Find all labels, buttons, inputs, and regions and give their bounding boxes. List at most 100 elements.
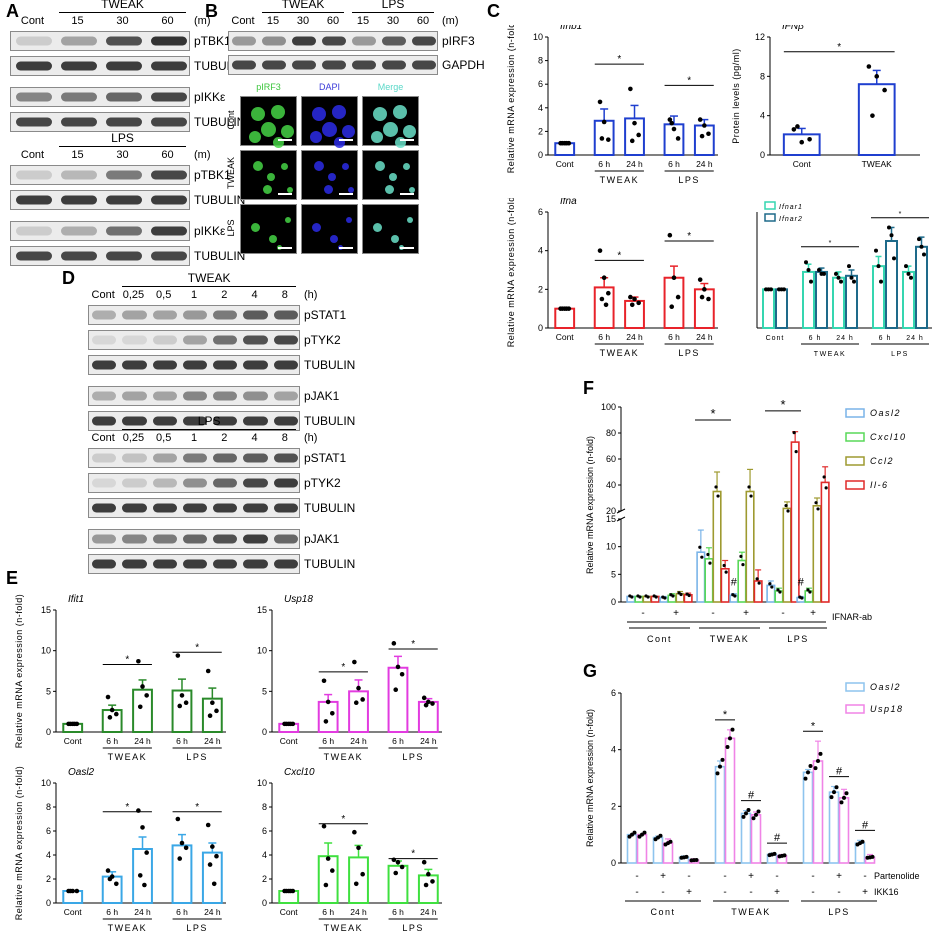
scale-bar: [400, 247, 414, 249]
micro-cell: [301, 96, 358, 148]
data-point: [844, 791, 849, 796]
data-point: [601, 275, 607, 281]
data-point: [675, 294, 681, 300]
lane-label: 1: [190, 289, 198, 301]
group-label: LPS: [111, 131, 134, 145]
x-tick-label: 24 h: [420, 907, 437, 917]
y-tick-label: 2: [538, 284, 543, 294]
y-tick-label: 8: [46, 802, 51, 812]
bar: [387, 864, 409, 905]
data-point: [72, 721, 77, 727]
band: [273, 478, 298, 488]
micro-col-label: DAPI: [318, 82, 340, 92]
data-point: [671, 126, 677, 132]
legend-label: Ifnar1: [779, 204, 803, 211]
legend-label: Ifnar2: [779, 216, 803, 223]
band: [262, 60, 286, 70]
lane-label: 4: [251, 289, 258, 301]
x-tick-label: Cont: [766, 335, 785, 342]
y-tick-label: 2: [262, 874, 267, 884]
cell-blob: [375, 161, 385, 171]
significance-mark: *: [687, 231, 691, 242]
band: [352, 60, 376, 70]
data-point: [822, 271, 826, 276]
data-point: [652, 594, 656, 598]
band: [122, 335, 147, 345]
bar: [820, 481, 830, 603]
band: [243, 559, 268, 569]
band: [213, 360, 238, 370]
y-tick-label: 4: [538, 103, 543, 113]
bar: [720, 568, 730, 603]
bar: [872, 265, 885, 329]
band: [213, 478, 238, 488]
cell-blob: [251, 223, 260, 232]
data-point: [629, 138, 635, 144]
legend-swatch: [845, 682, 865, 692]
data-point: [836, 275, 841, 280]
blot-row-label: TUBULIN: [304, 501, 356, 515]
bar: [885, 240, 898, 329]
data-point: [751, 816, 756, 821]
blot-strip: [88, 473, 300, 493]
row2-value: -: [723, 887, 726, 898]
band: [122, 534, 147, 544]
cell-blob: [253, 161, 263, 171]
significance-mark: *: [780, 397, 785, 412]
data-point: [807, 136, 812, 142]
y-tick-label: 0: [760, 150, 765, 160]
band: [150, 117, 187, 127]
y-tick-label: 15: [257, 605, 267, 615]
band: [92, 453, 117, 463]
cell-blob: [328, 173, 336, 181]
data-point: [798, 595, 802, 599]
blot-strip: [228, 31, 438, 51]
data-point: [636, 594, 640, 598]
cell-blob: [373, 223, 382, 232]
blot-row-label: pIRF3: [442, 34, 475, 48]
data-point: [882, 87, 887, 93]
band: [60, 251, 97, 261]
data-point: [889, 233, 894, 238]
condition-label: -: [781, 608, 784, 619]
chart-title: IFNβ: [782, 25, 804, 32]
band: [105, 251, 142, 261]
micro-row-label: TWEAK: [226, 156, 236, 189]
data-point: [715, 771, 720, 776]
band: [15, 36, 52, 46]
data-point: [395, 664, 401, 670]
group-label: LPS: [678, 348, 700, 358]
significance-mark: *: [617, 54, 621, 65]
band: [243, 503, 268, 513]
y-tick-label: 4: [538, 246, 543, 256]
y-tick-label: 0: [46, 898, 51, 908]
band: [352, 36, 376, 46]
bar: [915, 245, 928, 329]
data-point: [714, 485, 718, 489]
y-tick-label: 80: [606, 428, 616, 438]
bar: [693, 124, 715, 156]
group-label: TWEAK: [731, 907, 771, 917]
row1-value: -: [635, 871, 638, 882]
lane-label: 15: [356, 15, 370, 27]
band: [182, 335, 208, 345]
data-point: [731, 593, 735, 597]
lane-label: 60: [326, 15, 340, 27]
band: [243, 534, 268, 544]
row1-value: -: [863, 871, 866, 882]
data-point: [860, 839, 865, 844]
data-point: [667, 117, 673, 122]
data-point: [675, 136, 681, 141]
band: [122, 453, 147, 463]
x-tick-label: 24 h: [696, 159, 713, 169]
bar: [838, 797, 850, 864]
micro-cell: [240, 96, 297, 148]
band: [105, 36, 142, 46]
data-point: [806, 770, 810, 775]
data-point: [697, 277, 703, 282]
hash-mark: #: [731, 576, 738, 588]
legend-swatch: [845, 480, 865, 490]
y-axis-label: Relative mRNA expression (n-fold): [506, 198, 516, 347]
significance-mark: *: [125, 802, 129, 813]
lane-label: Cont: [91, 289, 115, 301]
